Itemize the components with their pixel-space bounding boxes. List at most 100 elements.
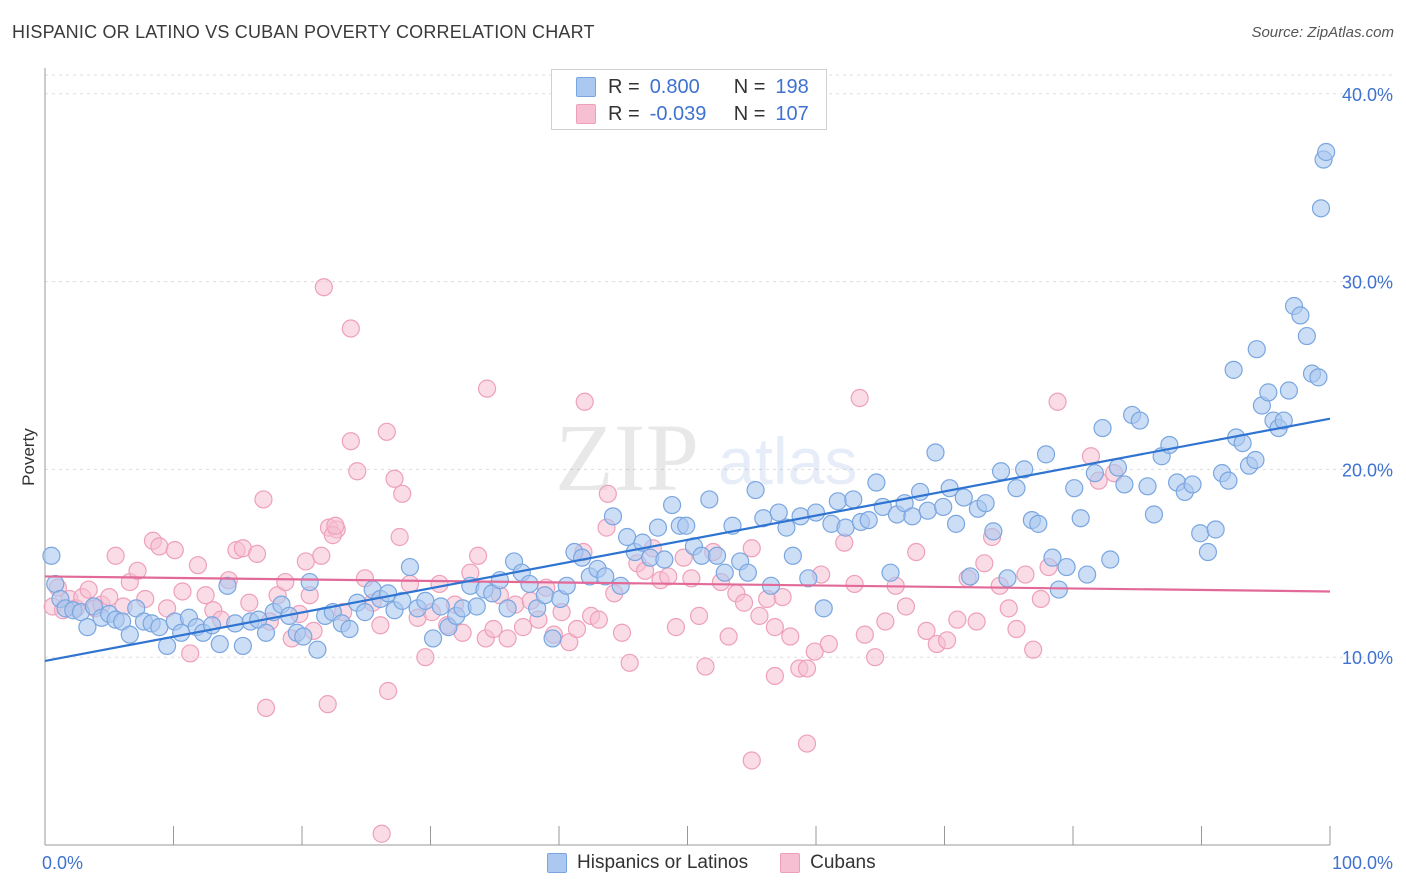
hispanics-point [1085,464,1104,483]
hispanics-point [1015,460,1034,479]
cubans-point [128,561,147,580]
x-tick-label: 0.0% [42,853,83,873]
cubans-point [967,612,986,631]
series-legend: Hispanics or Latinos Cubans [547,852,908,874]
cubans-point [805,642,824,661]
hispanics-point [256,623,276,642]
hispanics-point [1259,383,1278,402]
hispanics-point [400,557,420,577]
cubans-point [106,546,125,565]
hispanics-point [1093,418,1112,438]
cubans-point [173,582,192,601]
hispanics-point [1138,477,1157,496]
hispanics-point [1183,475,1202,494]
legend-row-cubans: R = -0.039 N = 107 [576,101,809,127]
hispanics-point [1065,479,1084,498]
cubans-point [659,567,678,586]
hispanics-point [431,597,450,616]
cubans-point [240,593,259,612]
n-label: N = [733,102,766,125]
hispanics-point [1144,505,1164,524]
cubans-point [484,619,503,639]
cubans-point [620,653,639,672]
hispanics-point [172,623,191,642]
hispanics-point [662,495,682,515]
cubans-point [917,621,936,641]
legend-label-cubans: Cubans [810,852,876,873]
cubans-point [742,539,761,558]
hispanics-point [210,634,229,654]
cubans-point [1016,565,1035,584]
cubans-trend-line [44,575,1331,593]
cubans-point [477,379,497,398]
hispanics-point [150,618,169,637]
y-tick-label: 20.0% [1342,460,1393,480]
hispanics-point [655,550,674,569]
hispanics-point [934,497,953,517]
hispanics-point [991,462,1011,481]
cubans-point [567,619,587,639]
hispanics-point [1224,360,1243,379]
cubans-point [318,695,337,714]
hispanics-point [46,574,65,594]
watermark-zip: ZIP [555,404,699,511]
hispanics-point [1007,479,1026,498]
hispanics-swatch [576,77,596,97]
cubans-point [348,462,367,481]
cubans-point [719,627,738,646]
cubans-point [312,546,331,565]
cubans-point [781,627,800,646]
hispanics-point [233,636,252,656]
hispanics-point [1309,368,1328,387]
n-value: 198 [775,75,809,98]
cubans-point [797,734,817,753]
hispanics-point [738,563,757,582]
cubans-point [150,537,169,556]
chart-title: HISPANIC OR LATINO VS CUBAN POVERTY CORR… [12,22,595,42]
cubans-point [682,569,701,588]
cubans-point [513,618,533,637]
hispanics-point [961,567,980,586]
cubans-point [937,631,957,650]
cubans-point [612,623,632,642]
hispanics-point [1043,548,1062,567]
cubans-point [371,616,390,635]
hispanics-point [618,527,637,547]
hispanics-point [1247,340,1266,359]
hispanics-point [300,572,319,592]
hispanics-point [557,576,576,595]
hispanics-point [954,488,973,507]
cubans-point [674,548,693,567]
hispanics-point [1206,520,1225,539]
hispanics-point [881,563,900,582]
hispanics-point [218,576,237,595]
hispanics-point [603,507,623,526]
legend-item-cubans: Cubans [780,852,876,874]
hispanics-point [611,576,630,595]
hispanics-point [859,510,878,530]
cubans-point [256,698,276,718]
hispanics-point [926,443,945,462]
cubans-point [750,606,769,625]
hispanics-point [1078,565,1097,584]
cubans-point [734,593,754,612]
cubans-point [689,606,709,625]
cubans-point [797,659,817,678]
hispanics-point [799,569,818,588]
cubans-point [765,618,784,637]
cubans-point [385,469,404,488]
cubans-point [181,644,200,663]
hispanics-point [1101,550,1120,569]
hispanics-trend-line [44,417,1331,663]
hispanics-point [769,503,788,522]
legend-row-hispanics: R = 0.800 N = 198 [576,74,809,100]
n-label: N = [733,75,766,98]
cubans-point [948,610,967,629]
cubans-point [850,388,869,408]
axes [44,68,1331,846]
hispanics-point [1219,471,1238,490]
hispanics-point [806,503,826,522]
legend-label-hispanics: Hispanics or Latinos [577,852,749,873]
hispanics-point [393,591,412,610]
